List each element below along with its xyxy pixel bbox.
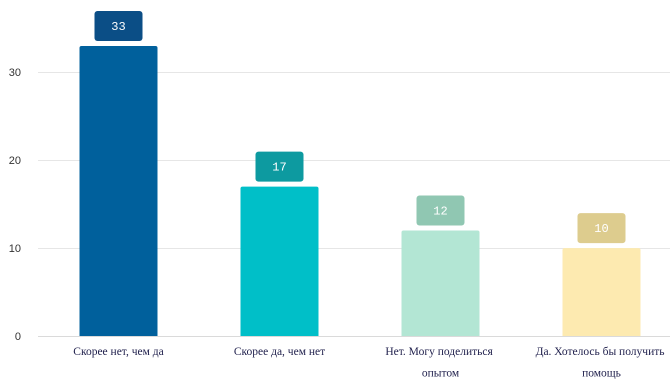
value-label-box: [94, 10, 143, 41]
category-label-line: Да. Хотелось бы получить: [536, 346, 668, 358]
y-tick-label: 30: [9, 67, 21, 79]
category-label-line: Скорее да, чем нет: [234, 346, 325, 358]
value-label-box: [416, 195, 465, 226]
bar: [240, 186, 319, 336]
value-label: 12: [433, 205, 447, 219]
category-label: Нет. Могу поделиться опытом: [385, 346, 495, 380]
category-label: Да. Хотелось бы получить помощь: [536, 346, 668, 380]
y-tick-label: 10: [9, 243, 21, 255]
value-labels: 33 17 12 10: [94, 10, 626, 244]
category-label-line: Нет. Могу поделиться: [385, 346, 495, 358]
y-axis-tick-labels: 0 10 20 30: [9, 67, 21, 343]
value-label-box: [255, 151, 304, 182]
value-label: 10: [594, 222, 608, 236]
y-tick-label: 0: [15, 331, 21, 343]
category-label-line: помощь: [582, 368, 621, 380]
category-labels: Скорее нет, чем да Скорее да, чем нет Нет.…: [73, 346, 667, 380]
category-label-line: опытом: [422, 368, 460, 380]
y-tick-label: 20: [9, 155, 21, 167]
category-label: Скорее нет, чем да: [73, 346, 163, 358]
bar: [401, 230, 480, 336]
bars: [79, 45, 641, 337]
category-label-line: Скорее нет, чем да: [73, 346, 163, 358]
value-label-box: [577, 213, 626, 244]
category-label: Скорее да, чем нет: [234, 346, 325, 358]
value-label: 33: [111, 20, 125, 34]
value-label: 17: [272, 161, 286, 175]
bar: [562, 248, 641, 336]
bar: [79, 45, 158, 337]
